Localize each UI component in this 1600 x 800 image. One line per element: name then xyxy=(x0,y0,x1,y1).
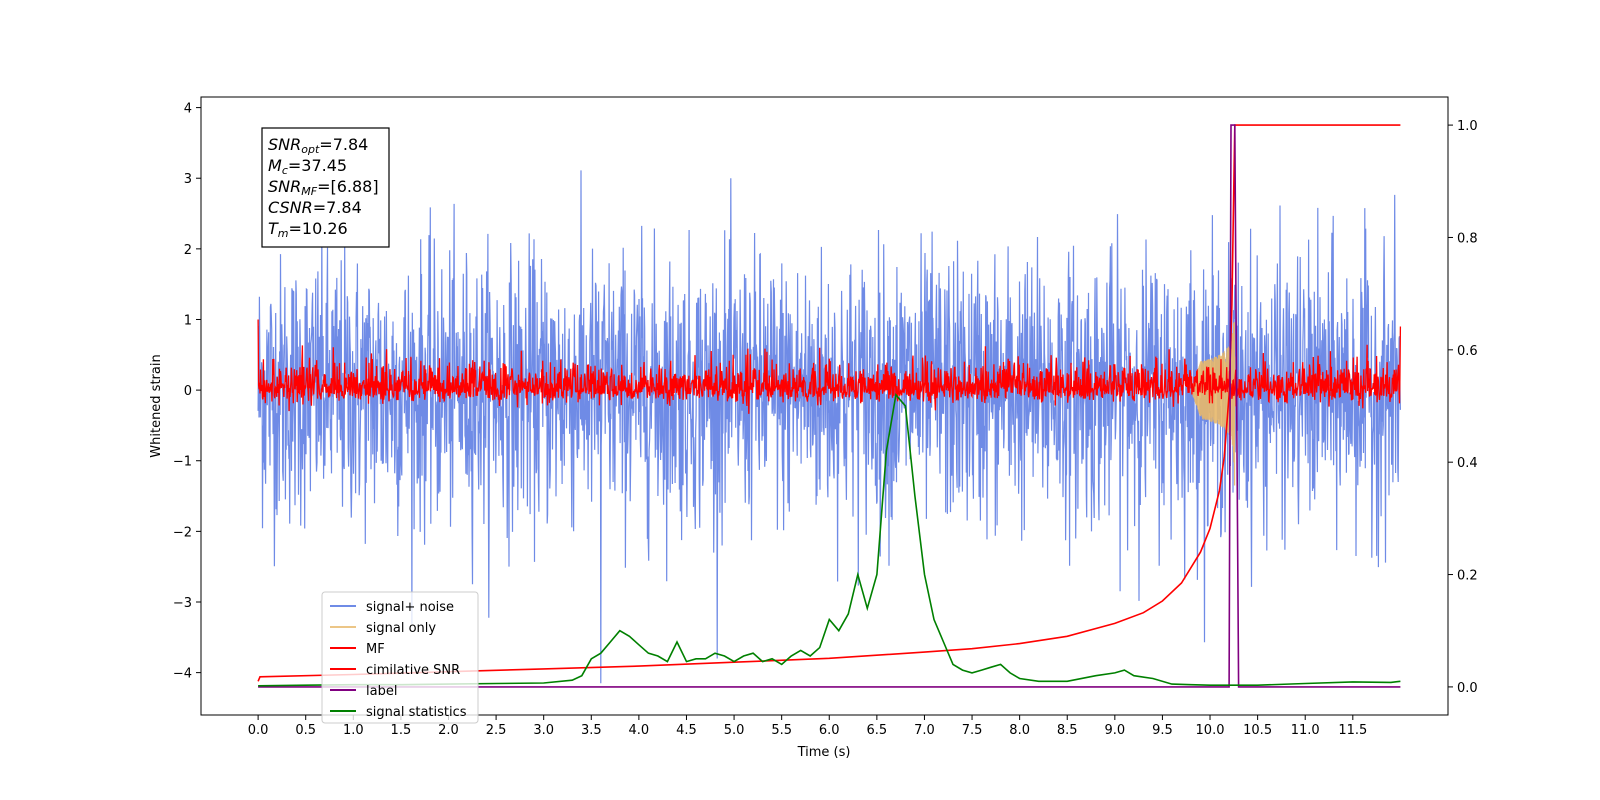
y-right-tick-label: 0.4 xyxy=(1457,456,1478,471)
legend-label: signal+ noise xyxy=(366,600,454,615)
y-left-tick-label: −2 xyxy=(173,525,192,540)
series-signal-statistics-line xyxy=(258,392,1401,687)
x-tick-label: 1.0 xyxy=(343,723,364,738)
x-tick-label: 10.5 xyxy=(1243,723,1272,738)
stats-line: SNRopt=7.84 xyxy=(268,135,368,156)
legend-label: signal only xyxy=(366,621,436,636)
stats-line: Tm=10.26 xyxy=(268,219,348,240)
y-right-tick-label: 0.2 xyxy=(1457,569,1478,584)
x-tick-label: 4.0 xyxy=(629,723,650,738)
series-mf-line xyxy=(257,319,1402,414)
y-right-tick-label: 0.8 xyxy=(1457,231,1478,246)
y-right-tick-label: 1.0 xyxy=(1457,119,1478,134)
x-tick-label: 0.5 xyxy=(295,723,316,738)
y-left-tick-label: 3 xyxy=(184,172,192,187)
legend-label: signal statistics xyxy=(366,705,467,720)
y-right-tick-label: 0.6 xyxy=(1457,344,1478,359)
x-axis-label: Time (s) xyxy=(797,745,851,760)
series-label-line xyxy=(258,124,1401,688)
series-cimilative-snr-line xyxy=(257,124,1401,682)
x-tick-label: 7.0 xyxy=(914,723,935,738)
legend-label: label xyxy=(366,684,397,699)
y-axis-left-label: Whitened strain xyxy=(149,354,164,457)
legend-label: cimilative SNR xyxy=(366,663,460,678)
x-tick-label: 11.5 xyxy=(1338,723,1367,738)
plot-frame xyxy=(200,96,1449,716)
x-tick-label: 1.5 xyxy=(391,723,412,738)
x-tick-label: 2.0 xyxy=(438,723,459,738)
plot-area xyxy=(257,124,1402,688)
x-tick-label: 11.0 xyxy=(1291,723,1320,738)
x-tick-label: 0.0 xyxy=(248,723,269,738)
legend: signal+ noise signal only MF cimilative SNR… xyxy=(321,591,479,724)
y-left-tick-label: −3 xyxy=(173,596,192,611)
y-left-tick-label: 1 xyxy=(184,313,192,328)
x-tick-label: 6.0 xyxy=(819,723,840,738)
x-tick-label: 4.5 xyxy=(676,723,697,738)
x-axis: 0.0 0.5 1.0 1.5 2.0 2.5 3.0 3.5 4.0 4.5 5.0 5.5 6.0 6… xyxy=(248,715,1367,738)
y-axis-right: 0.0 0.2 0.4 0.6 0.8 1.0 xyxy=(1448,119,1478,696)
x-tick-label: 9.0 xyxy=(1104,723,1125,738)
x-tick-label: 2.5 xyxy=(486,723,507,738)
y-left-tick-label: −1 xyxy=(173,455,192,470)
y-left-tick-label: 4 xyxy=(184,102,192,117)
legend-label: MF xyxy=(366,642,385,657)
stats-box-frame xyxy=(261,127,390,248)
x-tick-label: 8.0 xyxy=(1009,723,1030,738)
stats-line: Mc=37.45 xyxy=(268,156,347,177)
y-right-tick-label: 0.0 xyxy=(1457,681,1478,696)
x-tick-label: 8.5 xyxy=(1057,723,1078,738)
x-tick-label: 7.5 xyxy=(962,723,983,738)
x-tick-label: 5.5 xyxy=(771,723,792,738)
y-left-tick-label: 2 xyxy=(184,243,192,258)
x-tick-label: 10.0 xyxy=(1196,723,1225,738)
stats-line: CSNR=7.84 xyxy=(268,198,362,217)
y-axis-left: −4 −3 −2 −1 0 1 2 3 4 xyxy=(173,102,201,682)
stats-box: SNRopt=7.84Mc=37.45SNRMF=[6.88]CSNR=7.84… xyxy=(261,127,390,248)
x-tick-label: 6.5 xyxy=(867,723,888,738)
y-left-tick-label: −4 xyxy=(173,667,192,682)
legend-frame xyxy=(321,591,479,724)
stats-line: SNRMF=[6.88] xyxy=(268,177,379,198)
x-tick-label: 3.0 xyxy=(533,723,554,738)
y-left-tick-label: 0 xyxy=(184,384,192,399)
x-tick-label: 9.5 xyxy=(1152,723,1173,738)
x-tick-label: 5.0 xyxy=(724,723,745,738)
x-tick-label: 3.5 xyxy=(581,723,602,738)
